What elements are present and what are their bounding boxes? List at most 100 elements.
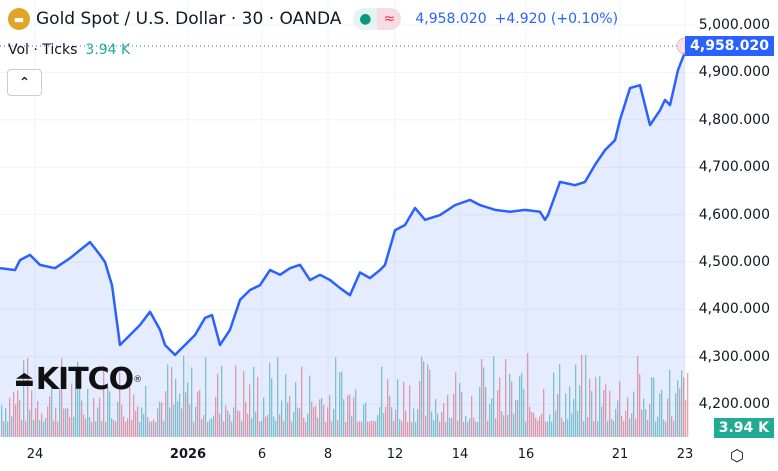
volume-bar [167, 364, 169, 437]
y-tick-label: 5,000.000 [698, 17, 770, 33]
volume-bar [299, 408, 301, 437]
volume-bar [549, 414, 551, 437]
volume-bar [585, 355, 587, 437]
volume-bar [169, 407, 171, 437]
volume-bar [529, 406, 531, 437]
volume-bar [35, 408, 37, 437]
volume-bar [49, 396, 51, 437]
volume-bar [317, 417, 319, 437]
volume-bar [571, 413, 573, 437]
volume-bar [165, 391, 167, 437]
volume-bar [489, 404, 491, 437]
volume-bar [279, 414, 281, 437]
volume-bar [667, 398, 669, 437]
volume-bar [465, 415, 467, 437]
volume-bar [493, 356, 495, 437]
volume-bar [245, 401, 247, 437]
volume-bar [91, 421, 93, 437]
volume-bar [97, 407, 99, 437]
volume-bar [503, 415, 505, 437]
volume-bar [43, 421, 45, 437]
volume-bar [539, 416, 541, 437]
volume-bar [603, 389, 605, 437]
volume-bar [675, 393, 677, 437]
volume-bar [363, 404, 365, 437]
volume-bar [115, 421, 117, 437]
volume-bar [117, 401, 119, 437]
y-tick-label: 4,700.000 [698, 159, 770, 176]
x-tick-label: 21 [611, 447, 629, 462]
volume-bar [661, 389, 663, 437]
volume-bar [321, 397, 323, 437]
volume-bar [257, 376, 259, 437]
volume-bar [599, 376, 601, 437]
volume-bar [119, 372, 121, 437]
volume-bar [587, 417, 589, 437]
volume-bar [447, 394, 449, 437]
volume-bar [137, 406, 139, 437]
volume-bar [563, 421, 565, 437]
volume-bar [537, 420, 539, 437]
volume-bar [151, 421, 153, 437]
volume-bar [223, 421, 225, 437]
volume-bar [95, 421, 97, 437]
gold-bars-icon: ▬ [8, 8, 30, 30]
volume-bar [369, 421, 371, 437]
volume-bar [361, 421, 363, 437]
volume-bar [507, 415, 509, 437]
volume-bar [405, 410, 407, 437]
volume-bar [289, 395, 291, 437]
volume-bar [407, 422, 409, 437]
volume-badge: 3.94 K [713, 418, 774, 438]
volume-bar [457, 420, 459, 437]
volume-bar [261, 420, 263, 437]
volume-bar [307, 413, 309, 437]
volume-bar [17, 390, 19, 437]
price-badge: 4,958.020 [685, 36, 774, 56]
volume-bar [655, 421, 657, 437]
volume-bar [247, 413, 249, 437]
volume-bar [57, 421, 59, 437]
volume-bar [21, 419, 23, 437]
volume-bar [383, 413, 385, 437]
volume-bar [221, 366, 223, 437]
volume-bar [353, 397, 355, 437]
volume-bar [181, 408, 183, 437]
volume-bar [191, 367, 193, 437]
volume-bar [327, 407, 329, 437]
volume-bar [13, 391, 15, 437]
settings-icon[interactable]: ⬡ [730, 446, 744, 465]
x-tick-label: 8 [323, 447, 333, 462]
status-pill[interactable]: ● ≈ [353, 8, 402, 30]
symbol-title[interactable]: Gold Spot / U.S. Dollar · 30 · OANDA [36, 9, 342, 29]
volume-bar [201, 419, 203, 437]
volume-bar [9, 397, 11, 437]
volume-bar [269, 362, 271, 437]
last-price: 4,958.020 [415, 11, 487, 27]
volume-bar [271, 378, 273, 437]
volume-bar [325, 422, 327, 437]
volume-bar [281, 400, 283, 437]
volume-bar [305, 421, 307, 437]
volume-bar [367, 421, 369, 437]
volume-bar [597, 421, 599, 437]
volume-bar [73, 416, 75, 437]
volume-bar [173, 404, 175, 437]
market-open-dot-icon: ● [353, 8, 378, 30]
volume-bar [61, 358, 63, 437]
volume-bar [595, 377, 597, 437]
volume-bar [39, 420, 41, 437]
volume-bar [569, 386, 571, 437]
volume-bar [135, 410, 137, 437]
volume-bar [619, 381, 621, 437]
volume-bar [259, 421, 261, 437]
volume-bar [295, 382, 297, 437]
collapse-button[interactable]: ⌃ [7, 69, 42, 96]
volume-bar [229, 414, 231, 437]
volume-bar [377, 415, 379, 437]
volume-bar [351, 415, 353, 437]
x-tick-label: 24 [26, 447, 44, 462]
volume-bar [477, 421, 479, 437]
volume-bar [293, 412, 295, 437]
